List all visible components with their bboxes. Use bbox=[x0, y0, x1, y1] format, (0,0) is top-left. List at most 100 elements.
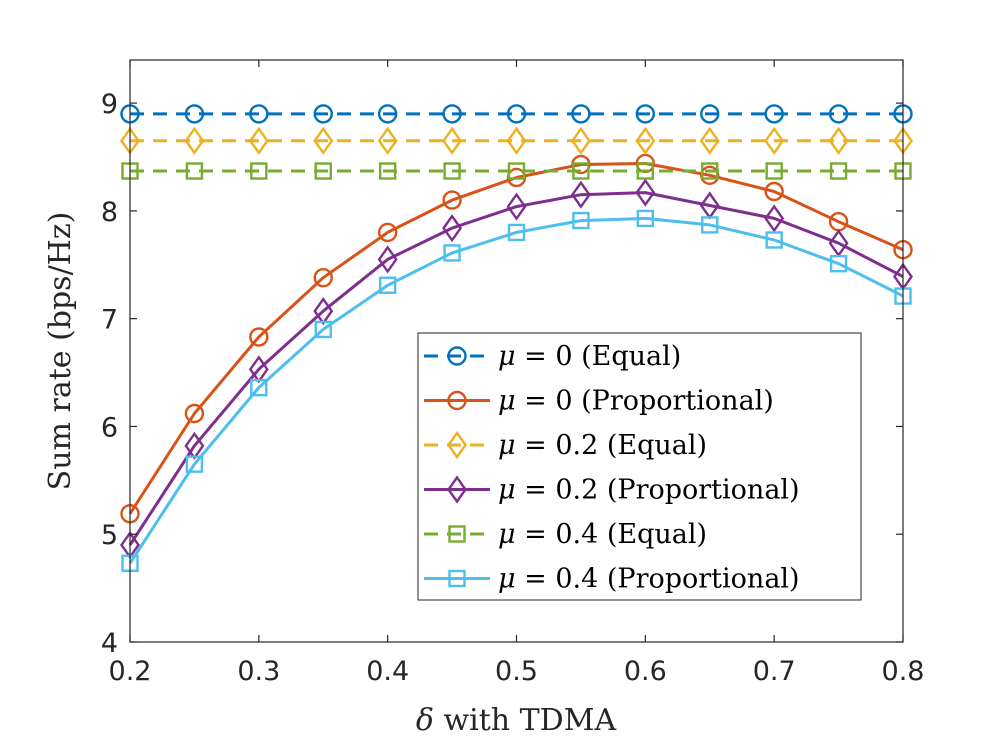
x-tick-label: 0.6 bbox=[624, 656, 667, 687]
legend-mu-value: = 0 bbox=[516, 341, 582, 372]
legend-scheme: (Proportional) bbox=[581, 386, 774, 417]
legend-marker bbox=[447, 475, 467, 504]
data-point bbox=[442, 214, 463, 243]
data-point bbox=[442, 126, 463, 155]
series-line bbox=[128, 191, 904, 546]
legend-mu-value: = 0.4 bbox=[516, 564, 607, 595]
legend-mu-value: = 0 bbox=[516, 386, 582, 417]
legend-label: μ = 0.4 (Proportional) bbox=[498, 564, 800, 595]
data-point bbox=[764, 104, 784, 124]
x-tick-label: 0.2 bbox=[109, 656, 152, 687]
data-point bbox=[185, 162, 204, 180]
data-point bbox=[313, 268, 333, 288]
data-point bbox=[765, 162, 783, 180]
data-point bbox=[636, 162, 655, 180]
data-point bbox=[635, 104, 656, 124]
x-tick-label: 0.4 bbox=[366, 656, 409, 687]
legend-mu-value: = 0.2 bbox=[516, 430, 607, 461]
x-axis-title-symbol: δ bbox=[416, 703, 434, 738]
data-point bbox=[701, 216, 719, 234]
legend-label: μ = 0.2 (Equal) bbox=[498, 430, 707, 461]
data-point bbox=[313, 104, 333, 124]
data-point bbox=[507, 162, 526, 180]
legend-entry: μ = 0.4 (Proportional) bbox=[424, 564, 800, 595]
legend-mu-value: = 0.4 bbox=[516, 519, 607, 550]
legend-mu-symbol: μ bbox=[498, 519, 516, 550]
legend-box bbox=[417, 332, 862, 601]
data-point bbox=[829, 255, 848, 273]
y-tick-label: 9 bbox=[101, 89, 118, 120]
series-3 bbox=[120, 126, 913, 155]
legend-mu-symbol: μ bbox=[498, 564, 516, 595]
data-point bbox=[507, 223, 526, 242]
legend-marker bbox=[448, 569, 466, 588]
data-point bbox=[378, 162, 397, 180]
series-1 bbox=[120, 104, 913, 124]
y-tick-label: 4 bbox=[101, 628, 118, 659]
legend-scheme: (Proportional) bbox=[607, 475, 800, 506]
data-point bbox=[314, 320, 332, 339]
legend-mu-symbol: μ bbox=[498, 386, 516, 417]
data-point bbox=[636, 209, 655, 228]
data-point bbox=[377, 126, 398, 155]
legend-entry: μ = 0.4 (Equal) bbox=[424, 519, 707, 550]
data-point bbox=[313, 126, 334, 155]
data-point bbox=[765, 231, 783, 249]
data-point bbox=[570, 126, 591, 155]
legend-mu-symbol: μ bbox=[498, 475, 516, 506]
data-point bbox=[572, 162, 590, 180]
legend-entry: μ = 0.2 (Equal) bbox=[424, 430, 707, 461]
legend-mu-symbol: μ bbox=[498, 430, 516, 461]
data-point bbox=[506, 192, 527, 221]
data-point bbox=[701, 162, 719, 180]
series-line bbox=[128, 216, 904, 565]
series-layer bbox=[120, 104, 913, 573]
data-point bbox=[377, 104, 398, 124]
x-tick-label: 0.5 bbox=[495, 656, 538, 687]
data-point bbox=[249, 104, 269, 124]
data-point bbox=[250, 378, 268, 397]
data-point bbox=[184, 104, 205, 124]
data-point bbox=[442, 104, 462, 124]
data-point bbox=[506, 104, 527, 124]
series-6 bbox=[121, 209, 912, 573]
legend-entry: μ = 0 (Equal) bbox=[424, 341, 681, 372]
y-tick-label: 7 bbox=[101, 305, 118, 336]
y-tick-label: 8 bbox=[101, 197, 118, 228]
data-point bbox=[249, 327, 269, 347]
x-tick-label: 0.7 bbox=[753, 656, 796, 687]
legend-scheme: (Equal) bbox=[607, 519, 707, 550]
data-point bbox=[571, 104, 591, 124]
x-axis-title: δ with TDMA bbox=[416, 703, 617, 738]
x-tick-label: 0.3 bbox=[237, 656, 280, 687]
legend-mu-value: = 0.2 bbox=[516, 475, 607, 506]
legend-scheme: (Proportional) bbox=[607, 564, 800, 595]
data-point bbox=[572, 211, 590, 230]
data-point bbox=[699, 126, 720, 155]
legend-scheme: (Equal) bbox=[607, 430, 707, 461]
legend-mu-symbol: μ bbox=[498, 341, 516, 372]
data-point bbox=[764, 181, 784, 202]
legend-entry: μ = 0.2 (Proportional) bbox=[424, 475, 800, 506]
data-point bbox=[250, 162, 268, 180]
legend-label: μ = 0.4 (Equal) bbox=[498, 519, 707, 550]
data-point bbox=[185, 455, 204, 473]
data-point bbox=[829, 162, 848, 180]
data-point bbox=[828, 126, 849, 155]
y-tick-label: 5 bbox=[101, 520, 118, 551]
data-point bbox=[248, 126, 269, 155]
data-point bbox=[378, 276, 397, 294]
y-axis-title: Sum rate (bps/Hz) bbox=[43, 212, 78, 491]
data-point bbox=[635, 178, 656, 207]
legend-marker bbox=[447, 390, 467, 411]
legend-label: μ = 0 (Equal) bbox=[498, 341, 681, 372]
legend-entry: μ = 0 (Proportional) bbox=[424, 386, 774, 417]
data-point bbox=[314, 162, 332, 180]
data-point bbox=[764, 204, 785, 233]
legend-scheme: (Equal) bbox=[581, 341, 681, 372]
data-point bbox=[442, 190, 462, 210]
ticks-layer: 0.2 0.3 0.4 0.5 0.6 0.7 0.8 4 5 6 7 8 9 bbox=[101, 60, 924, 687]
data-point bbox=[570, 180, 591, 209]
